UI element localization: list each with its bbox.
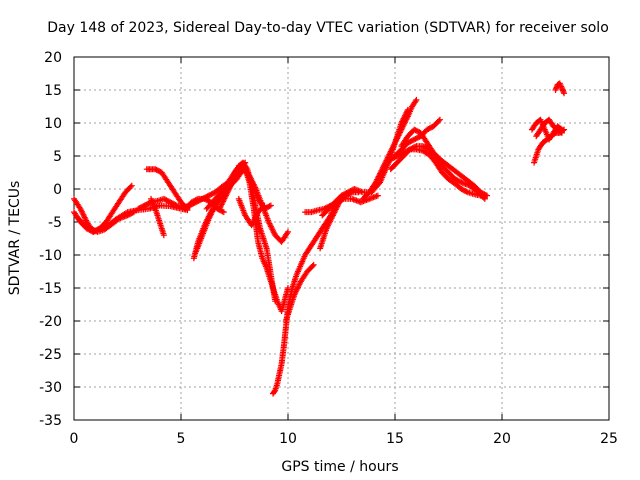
data-point	[271, 388, 278, 395]
series-pass-3	[75, 209, 137, 235]
chart-title: Day 148 of 2023, Sidereal Day-to-day VTE…	[47, 20, 609, 36]
data-point	[260, 203, 267, 210]
data-point	[219, 208, 226, 215]
series-pass-22	[398, 126, 491, 199]
x-tick-label: 20	[493, 431, 511, 447]
data-point	[374, 192, 381, 199]
data-point	[310, 261, 317, 268]
series-pass-11	[182, 195, 227, 216]
data-point	[558, 126, 565, 133]
data-point	[128, 182, 135, 189]
data-point	[457, 178, 464, 185]
data-point	[285, 228, 291, 235]
data-point	[482, 191, 489, 198]
data-point	[172, 201, 179, 208]
axis-ticks: 0 5 10 15 20 25 -35 -30 -25 -20 -15 -10 -5 0 5 10 15 20	[39, 50, 618, 447]
data-point	[129, 209, 136, 216]
x-tick-label: 10	[279, 431, 297, 447]
series-pass-6	[148, 195, 167, 239]
x-tick-label: 0	[70, 431, 79, 447]
data-point	[130, 209, 137, 216]
y-tick-label: 5	[53, 149, 62, 165]
y-tick-label: -20	[39, 314, 62, 330]
series-pass-17	[317, 189, 362, 252]
series-pass-14	[282, 261, 317, 324]
y-tick-label: -5	[48, 215, 62, 231]
y-axis-label: SDTVAR / TECUs	[7, 181, 23, 296]
x-tick-label: 15	[386, 431, 404, 447]
data-point	[355, 189, 362, 196]
series-pass-25	[528, 116, 565, 143]
x-tick-label: 25	[600, 431, 618, 447]
series-pass-5	[143, 166, 191, 212]
data-point	[267, 202, 274, 209]
y-tick-label: 15	[44, 83, 62, 99]
y-tick-label: -35	[39, 413, 62, 429]
grid	[74, 57, 609, 420]
x-axis-label: GPS time / hours	[281, 459, 398, 475]
data-points	[71, 80, 568, 397]
series-pass-10	[216, 166, 274, 212]
data-point	[435, 117, 442, 124]
data-point	[463, 188, 470, 195]
y-tick-label: -15	[39, 281, 62, 297]
data-point	[561, 90, 568, 97]
series-pass-12	[235, 195, 268, 229]
y-tick-label: -25	[39, 347, 62, 363]
data-point	[261, 202, 268, 209]
series-pass-26	[552, 80, 568, 97]
data-point	[272, 298, 279, 305]
data-point	[557, 125, 564, 132]
plot-border	[73, 56, 610, 421]
data-point	[266, 203, 273, 210]
data-point	[412, 143, 419, 150]
data-point	[484, 192, 491, 199]
data-point	[412, 98, 419, 105]
x-tick-label: 5	[177, 431, 186, 447]
data-point	[413, 96, 420, 103]
y-tick-label: 20	[44, 50, 62, 66]
data-point	[127, 183, 134, 190]
data-point	[347, 189, 354, 196]
data-point	[309, 263, 316, 269]
data-point	[160, 232, 167, 239]
data-point	[193, 196, 200, 203]
series-pass-13	[270, 199, 339, 397]
y-tick-label: 0	[53, 182, 62, 198]
data-point	[436, 116, 443, 123]
y-tick-label: -30	[39, 380, 62, 396]
data-point	[220, 209, 227, 216]
y-tick-label: -10	[39, 248, 62, 264]
series-pass-20	[387, 143, 488, 202]
y-tick-label: 10	[44, 116, 62, 132]
